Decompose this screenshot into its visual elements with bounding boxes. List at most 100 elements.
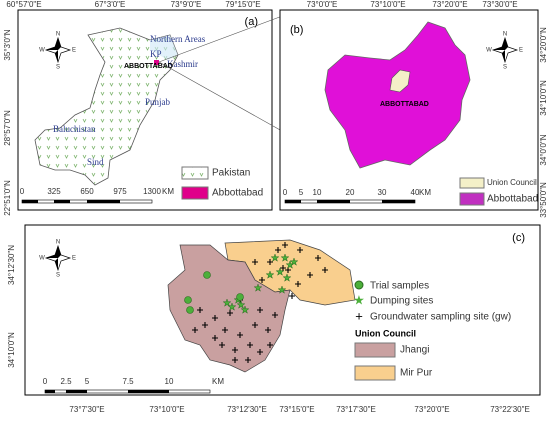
axis-label: 10 [313,188,322,197]
groundwater-site [267,342,273,348]
axis-label: 73°10'0"E [370,0,405,9]
panel-label: (b) [290,24,303,36]
dumping-site [236,300,246,309]
axis-label: 73°12'30"E [227,405,267,414]
axis-label: 73°7'30"E [69,405,104,414]
groundwater-site [322,267,328,273]
jhangi-area [167,244,291,373]
axis-label: 0 [20,187,25,196]
groundwater-site [212,335,218,341]
compass-label: N [503,32,507,38]
groundwater-site [275,247,281,253]
axis-label: 30 [378,188,387,197]
legend-symbol: ★ [353,292,365,307]
groundwater-site [212,315,218,321]
groundwater-site [307,272,313,278]
axis-label: 28°57'0"N [3,110,12,146]
groundwater-site [192,327,198,333]
scale-bar [21,199,153,204]
axis-label: 73°20'0"E [432,0,467,9]
northern-areas [150,35,178,60]
region-label: Baluchistan [53,124,96,134]
axis-label: 73°20'0"E [414,405,449,414]
legend-swatch [181,186,209,200]
legend-swatch [459,177,485,189]
legend-label: Pakistan [212,168,250,179]
region-label: KP [150,49,162,59]
axis-label: 34°0'0"N [539,134,548,165]
groundwater-site [267,259,273,265]
axis-label: 73°0'0"E [307,0,338,9]
dumping-site [275,267,285,276]
compass-label: W [39,256,45,262]
legend-symbol [354,280,364,290]
groundwater-site [245,357,251,363]
dumping-site [289,257,299,266]
axis-label: KM [419,188,431,197]
dumping-site [265,270,275,279]
legend-label: Union Council [487,178,537,187]
groundwater-site [259,277,265,283]
region-label: Northern Areas [150,34,206,44]
groundwater-site [295,281,301,287]
axis-label: 10 [165,377,174,386]
groundwater-site [232,347,238,353]
axis-label: 7.5 [122,377,134,386]
scale-bar [284,199,416,204]
legend-label: Abbottabad [212,188,263,199]
groundwater-site [297,247,303,253]
dumping-site [280,253,290,262]
dumping-site [277,285,287,294]
legend-swatch [354,365,396,381]
axis-label: 2.5 [60,377,72,386]
panel-label: (a) [245,16,258,28]
region-label: Sind [87,157,104,167]
legend-label: Trial samples [370,281,429,292]
compass-label: W [486,48,492,54]
axis-label: 73°10'0"E [149,405,184,414]
legend-label: Jhangi [400,345,429,356]
axis-label: 67°3'0"E [95,0,126,9]
groundwater-site [315,255,321,261]
legend-label: Mir Pur [400,368,433,379]
axis-label: KM [162,187,174,196]
axis-label: 34°10'0"N [539,80,548,116]
axis-label: 34°20'0"N [539,27,548,63]
groundwater-site [282,242,288,248]
axis-label: 5 [299,188,304,197]
legend-label: Groundwater sampling site (gw) [370,312,511,323]
compass-label: E [72,48,76,54]
axis-label: 0 [283,188,288,197]
axis-label: KM [212,377,224,386]
axis-label: 79°15'0"E [225,0,260,9]
legend-label: Abbottabad [487,194,538,205]
dumping-site [270,253,280,262]
axis-label: 975 [113,187,127,196]
axis-label: 73°30'0"E [482,0,517,9]
compass-label: S [503,65,507,71]
groundwater-site [289,293,295,299]
groundwater-site [219,342,225,348]
trial-sample [203,271,211,279]
groundwater-site [257,349,263,355]
legend-swatch [354,342,396,358]
leader-line [158,14,286,63]
axis-label: 73°9'0"E [171,0,202,9]
groundwater-site [252,259,258,265]
trial-sample [184,296,192,304]
abbottabad-location [154,60,159,65]
axis-label: 22°51'0"N [3,180,12,216]
legend-label: Dumping sites [370,296,433,307]
axis-label: 60°57'0"E [6,0,41,9]
axis-label: 5 [85,377,90,386]
groundwater-site [265,327,271,333]
trial-sample [186,306,194,314]
groundwater-site [202,322,208,328]
axis-label: 40 [411,188,420,197]
axis-label: 73°22'30"E [490,405,530,414]
panel-label: (c) [512,232,525,244]
groundwater-site [247,342,253,348]
place-label: ABBOTTABAD [124,63,173,70]
axis-label: 20 [346,188,355,197]
